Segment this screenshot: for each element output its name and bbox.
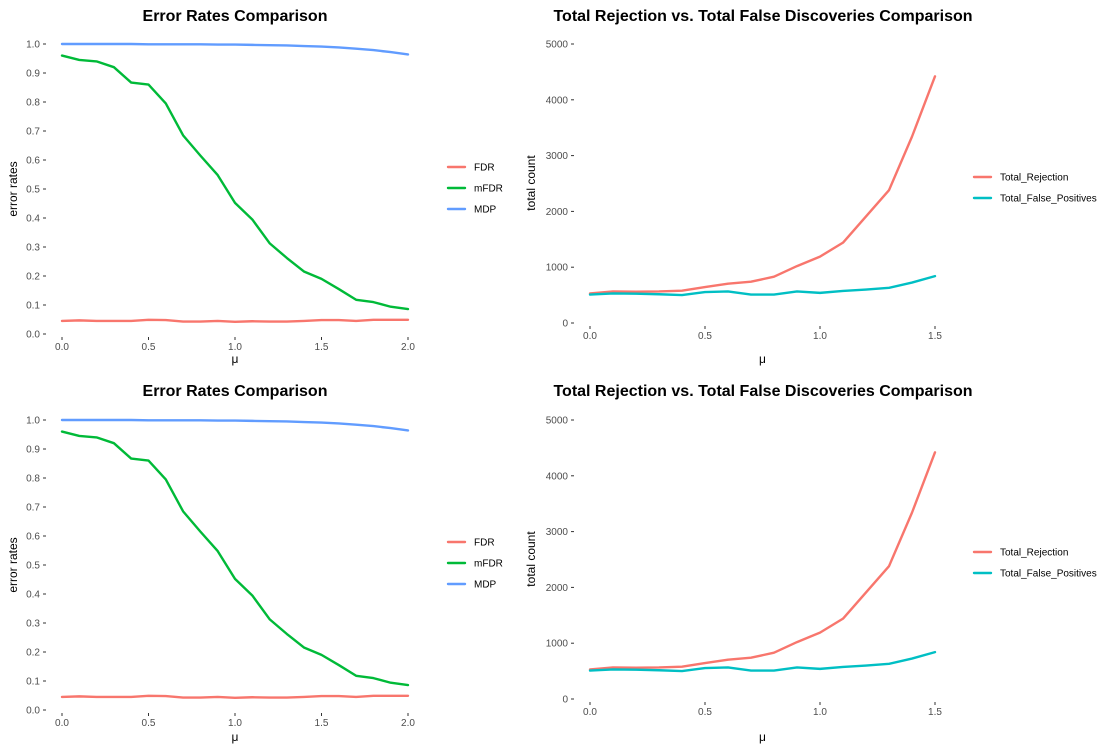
legend-label: MDP	[474, 205, 497, 216]
y-axis-title: error rates	[6, 161, 20, 216]
y-tick-label: 0.1	[26, 677, 40, 688]
legend-label: Total_Rejection	[1000, 548, 1068, 559]
chart-title: Error Rates Comparison	[143, 383, 328, 400]
series-line-total-rejection	[588, 75, 937, 295]
series-line-mfdr	[60, 430, 410, 687]
legend: FDR mFDR MDP	[446, 538, 503, 591]
x-tick-label: 1.5	[928, 707, 942, 718]
y-tick-label: 0.4	[26, 590, 40, 601]
x-tick-label: 0.0	[583, 331, 597, 342]
legend-label: mFDR	[474, 184, 503, 195]
x-tick-label: 1.0	[813, 331, 827, 342]
legend-label: Total_Rejection	[1000, 173, 1068, 184]
y-axis-title: total count	[524, 155, 538, 211]
x-axis-title: μ	[759, 730, 766, 744]
y-tick-label: 4000	[546, 471, 569, 482]
legend: FDR mFDR MDP	[446, 163, 503, 216]
chart-panel-3: Error Rates Comparison 0.0 0.1 0.2 0.3 0.4 0.5…	[6, 383, 503, 744]
y-tick-label: 0.1	[26, 301, 40, 312]
x-axis-title: μ	[232, 352, 239, 366]
series-line-mdp	[60, 418, 410, 432]
legend-label: FDR	[474, 538, 495, 549]
x-tick-label: 0.5	[142, 718, 156, 729]
x-tick-label: 0.5	[142, 342, 156, 353]
y-tick-label: 0.6	[26, 532, 40, 543]
y-tick-label: 0.2	[26, 648, 40, 659]
x-tick-label: 0.0	[55, 342, 69, 353]
legend-label: FDR	[474, 163, 495, 174]
x-tick-label: 1.5	[928, 331, 942, 342]
y-tick-label: 0	[562, 695, 568, 706]
y-tick-label: 1.0	[26, 416, 40, 427]
y-tick-label: 1.0	[26, 40, 40, 51]
x-tick-label: 0.5	[698, 331, 712, 342]
legend-label: MDP	[474, 580, 497, 591]
y-tick-label: 1000	[546, 263, 569, 274]
series-line-total-false-positives	[588, 650, 937, 673]
y-tick-label: 2000	[546, 583, 569, 594]
x-tick-label: 1.0	[813, 707, 827, 718]
legend-label: Total_False_Positives	[1000, 194, 1097, 205]
y-tick-label: 4000	[546, 95, 569, 106]
x-tick-label: 1.0	[228, 342, 242, 353]
legend-label: Total_False_Positives	[1000, 569, 1097, 580]
x-tick-label: 0.0	[55, 718, 69, 729]
y-tick-label: 5000	[546, 416, 569, 427]
series-line-fdr	[60, 318, 410, 324]
x-tick-label: 2.0	[401, 342, 415, 353]
y-tick-label: 0.3	[26, 619, 40, 630]
y-tick-label: 3000	[546, 151, 569, 162]
chart-title: Total Rejection vs. Total False Discover…	[553, 383, 972, 400]
y-tick-label: 0.6	[26, 156, 40, 167]
series-line-mfdr	[60, 54, 410, 311]
x-tick-label: 0.0	[583, 707, 597, 718]
y-tick-label: 0.0	[26, 330, 40, 341]
y-tick-label: 5000	[546, 40, 569, 51]
y-tick-label: 0.8	[26, 98, 40, 109]
y-tick-label: 0.3	[26, 243, 40, 254]
x-axis-title: μ	[759, 352, 766, 366]
y-tick-label: 0.7	[26, 127, 40, 138]
chart-panel-2: Total Rejection vs. Total False Discover…	[524, 8, 1097, 366]
chart-title: Total Rejection vs. Total False Discover…	[553, 8, 972, 25]
chart-title: Error Rates Comparison	[143, 8, 328, 25]
y-tick-label: 0.5	[26, 185, 40, 196]
y-tick-label: 0.7	[26, 503, 40, 514]
x-axis-title: μ	[232, 730, 239, 744]
series-line-total-rejection	[588, 451, 937, 671]
legend: Total_Rejection Total_False_Positives	[972, 548, 1097, 580]
y-tick-label: 0.9	[26, 69, 40, 80]
y-tick-label: 0.8	[26, 474, 40, 485]
y-tick-label: 0.4	[26, 214, 40, 225]
chart-panel-1: Error Rates Comparison 0.0 0.1 0.2 0.3 0.4 0.5…	[6, 8, 503, 366]
y-tick-label: 0.0	[26, 706, 40, 717]
x-tick-label: 2.0	[401, 718, 415, 729]
y-tick-label: 0.9	[26, 445, 40, 456]
y-tick-label: 0	[562, 319, 568, 330]
y-tick-label: 0.2	[26, 272, 40, 283]
series-line-total-false-positives	[588, 274, 937, 297]
y-tick-label: 0.5	[26, 561, 40, 572]
chart-panel-4: Total Rejection vs. Total False Discover…	[524, 383, 1097, 744]
y-axis-title: error rates	[6, 537, 20, 592]
x-tick-label: 0.5	[698, 707, 712, 718]
legend-label: mFDR	[474, 559, 503, 570]
x-tick-label: 1.0	[228, 718, 242, 729]
y-axis-title: total count	[524, 531, 538, 587]
legend: Total_Rejection Total_False_Positives	[972, 173, 1097, 205]
x-tick-label: 1.5	[315, 718, 329, 729]
y-tick-label: 2000	[546, 207, 569, 218]
y-tick-label: 3000	[546, 527, 569, 538]
x-tick-label: 1.5	[315, 342, 329, 353]
y-tick-label: 1000	[546, 639, 569, 650]
series-line-mdp	[60, 42, 410, 56]
series-line-fdr	[60, 694, 410, 700]
